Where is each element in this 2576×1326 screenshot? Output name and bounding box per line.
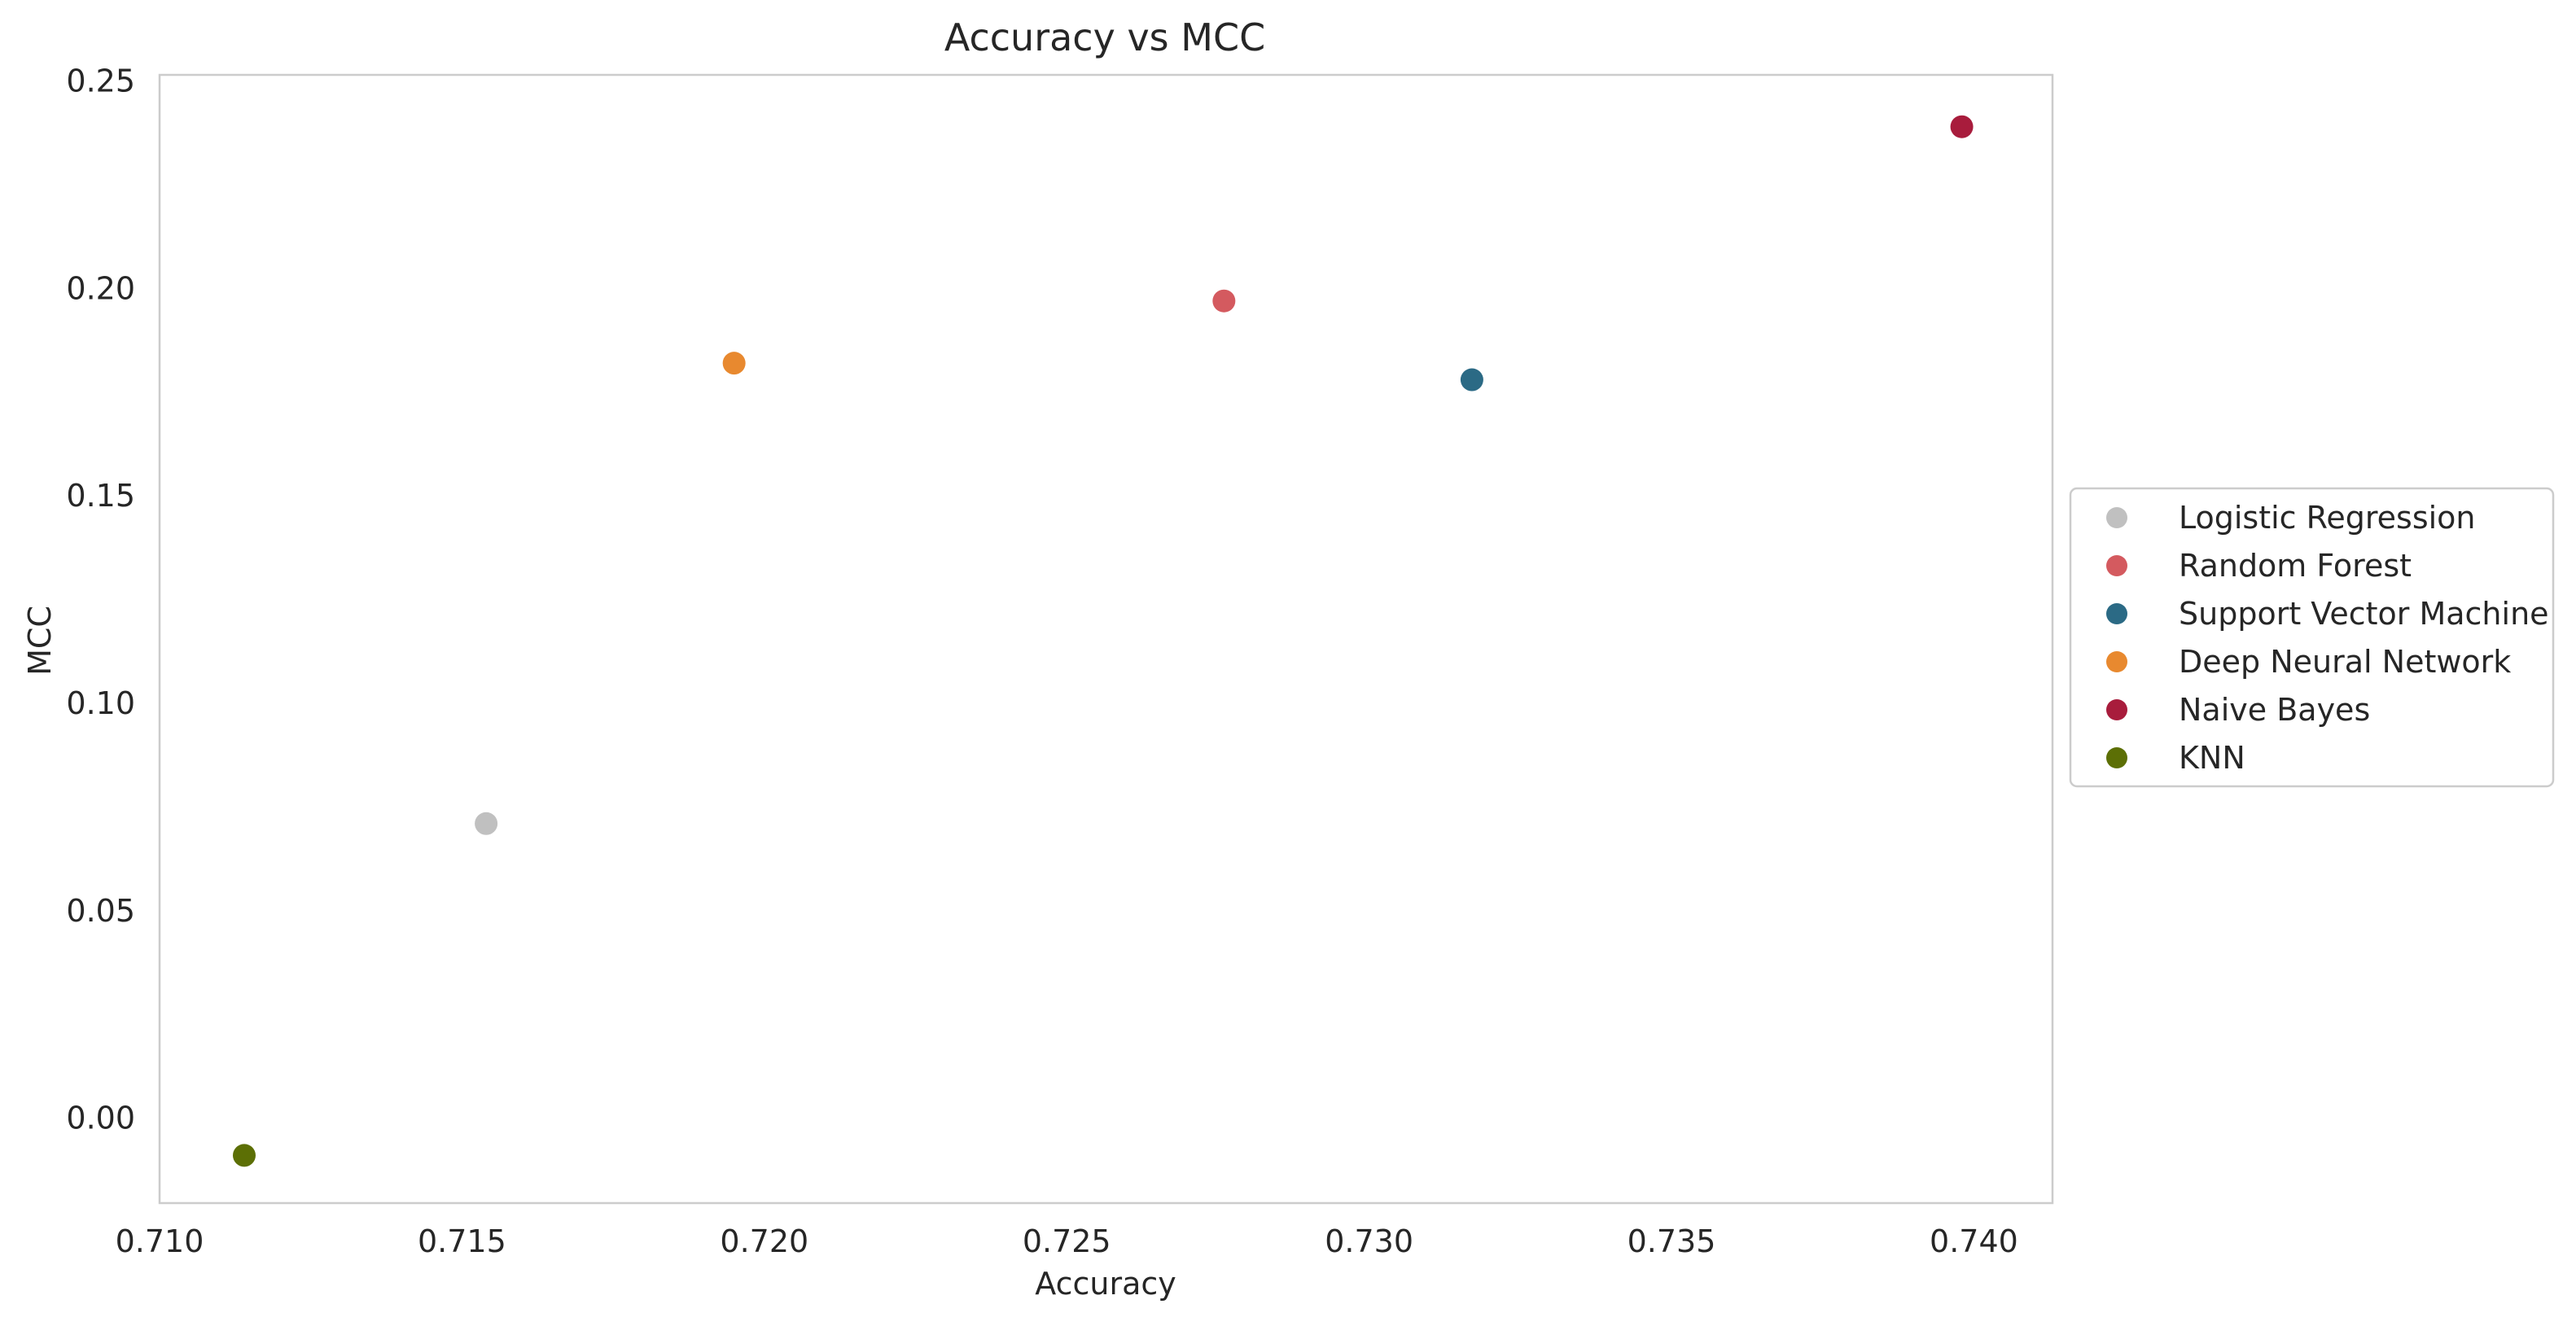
data-point	[1460, 368, 1483, 392]
y-tick-label: 0.25	[66, 63, 135, 99]
chart-title: Accuracy vs MCC	[944, 15, 1265, 59]
data-point	[722, 352, 746, 375]
y-tick-label: 0.15	[66, 478, 135, 514]
legend-marker	[2106, 507, 2127, 528]
plot-area-frame	[158, 73, 2054, 1205]
legend: Logistic Regression Random Forest Support …	[2069, 487, 2555, 788]
data-points	[232, 115, 1974, 1167]
y-axis-ticks: 0.00 0.05 0.10 0.15 0.20 0.25	[66, 63, 135, 1136]
y-tick-label: 0.00	[66, 1101, 135, 1136]
y-tick-label: 0.05	[66, 893, 135, 929]
legend-label: Naive Bayes	[2179, 692, 2370, 728]
legend-marker	[2106, 747, 2127, 768]
y-tick-label: 0.10	[66, 685, 135, 721]
legend-label: Support Vector Machine	[2179, 596, 2549, 632]
x-tick-label: 0.735	[1628, 1223, 1716, 1259]
x-tick-label: 0.725	[1023, 1223, 1111, 1259]
y-axis-label: MCC	[22, 606, 58, 676]
x-tick-label: 0.710	[116, 1223, 204, 1259]
y-tick-label: 0.20	[66, 270, 135, 306]
x-axis-label: Accuracy	[1035, 1266, 1176, 1302]
legend-label: Random Forest	[2179, 548, 2412, 584]
legend-marker	[2106, 603, 2127, 624]
data-point	[232, 1144, 256, 1167]
legend-marker	[2106, 651, 2127, 672]
data-point	[1212, 289, 1236, 313]
data-point	[475, 812, 498, 835]
x-tick-label: 0.740	[1930, 1223, 2018, 1259]
legend-label: Logistic Regression	[2179, 500, 2476, 536]
legend-frame	[2069, 487, 2555, 788]
x-tick-label: 0.720	[720, 1223, 808, 1259]
x-axis-ticks: 0.710 0.715 0.720 0.725 0.730 0.735 0.740	[116, 1223, 2018, 1259]
legend-label: Deep Neural Network	[2179, 644, 2511, 680]
legend-marker	[2106, 555, 2127, 576]
x-tick-label: 0.730	[1325, 1223, 1413, 1259]
legend-marker	[2106, 699, 2127, 720]
x-tick-label: 0.715	[418, 1223, 506, 1259]
data-point	[1950, 115, 1974, 138]
legend-label: KNN	[2179, 740, 2245, 776]
